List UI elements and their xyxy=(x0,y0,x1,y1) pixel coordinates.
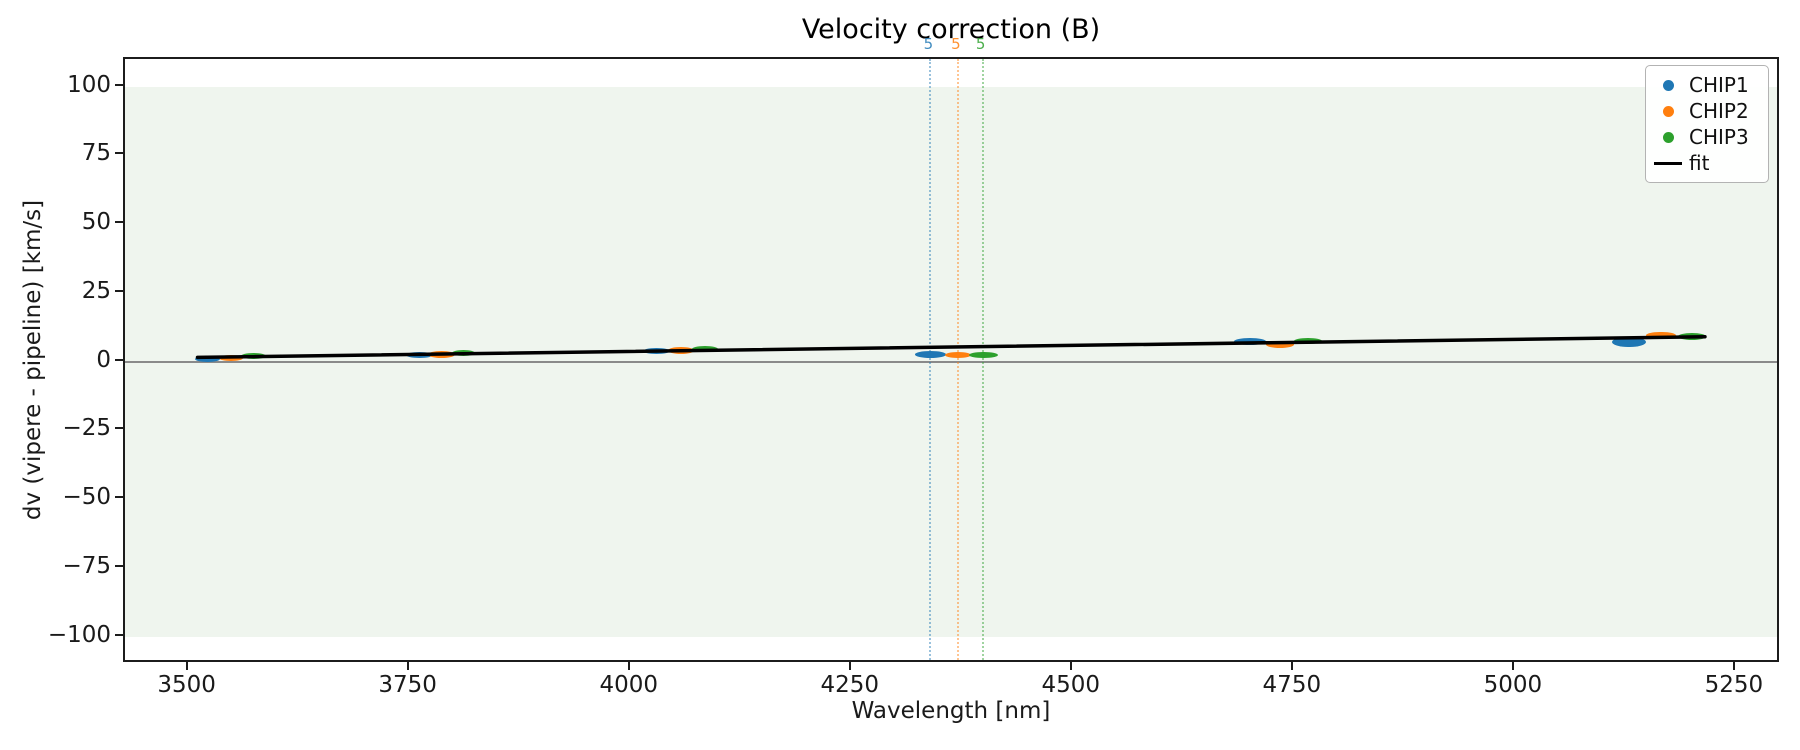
x-tick-label: 4500 xyxy=(1041,672,1101,698)
legend-marker-dot-icon xyxy=(1663,79,1674,91)
y-tick-label: −50 xyxy=(62,484,111,510)
legend: CHIP1 CHIP2 CHIP3 fit xyxy=(1645,65,1769,183)
y-tick-mark xyxy=(115,427,123,430)
zero-line xyxy=(125,360,1777,363)
x-tick-label: 4250 xyxy=(820,672,880,698)
y-tick-label: 0 xyxy=(96,346,111,373)
y-tick-mark xyxy=(115,152,123,155)
legend-entry-chip1: CHIP1 xyxy=(1654,72,1758,98)
y-tick-mark xyxy=(115,633,123,636)
plot-area xyxy=(123,57,1779,662)
x-tick-mark xyxy=(406,662,409,670)
scatter-cluster-chip2 xyxy=(944,351,972,358)
marker-vline-label-3: 5 xyxy=(975,35,986,53)
marker-vline-label-2: 5 xyxy=(951,35,961,53)
legend-marker-line-icon xyxy=(1654,161,1682,165)
x-axis-label: Wavelength [nm] xyxy=(851,698,1051,724)
x-tick-mark xyxy=(1290,662,1293,670)
x-tick-mark xyxy=(1732,662,1735,670)
x-tick-label: 5000 xyxy=(1483,672,1543,698)
y-tick-mark xyxy=(115,221,123,223)
marker-vline-3 xyxy=(981,59,984,660)
y-tick-mark xyxy=(115,358,123,361)
scatter-cluster-chip2 xyxy=(1645,331,1676,340)
marker-vline-2 xyxy=(956,59,959,660)
x-tick-mark xyxy=(848,662,851,670)
y-tick-mark xyxy=(115,564,123,567)
y-tick-mark xyxy=(115,496,123,498)
marker-vline-1 xyxy=(929,59,932,660)
legend-entry-label: CHIP2 xyxy=(1689,99,1749,123)
scatter-cluster-chip1 xyxy=(1612,337,1646,348)
x-tick-label: 4000 xyxy=(599,672,658,698)
x-tick-label: 4750 xyxy=(1262,672,1322,698)
y-tick-label: 100 xyxy=(67,71,111,98)
y-tick-label: 75 xyxy=(81,140,111,167)
y-tick-label: −25 xyxy=(62,415,111,442)
legend-entry-chip2: CHIP2 xyxy=(1654,98,1758,124)
y-tick-label: 50 xyxy=(81,209,111,235)
legend-marker-dot-icon xyxy=(1663,131,1674,143)
legend-entry-fit: fit xyxy=(1654,150,1758,176)
legend-entry-label: CHIP3 xyxy=(1689,125,1749,149)
x-tick-label: 5250 xyxy=(1704,672,1764,698)
legend-entry-label: CHIP1 xyxy=(1689,73,1749,97)
x-tick-label: 3750 xyxy=(378,672,437,698)
legend-entry-chip3: CHIP3 xyxy=(1654,124,1758,150)
x-tick-mark xyxy=(1511,662,1514,670)
scatter-cluster-chip1 xyxy=(914,351,947,359)
y-tick-mark xyxy=(115,289,123,292)
x-tick-label: 3500 xyxy=(157,672,216,698)
chart-title: Velocity correction (B) xyxy=(801,14,1101,45)
scatter-cluster-chip3 xyxy=(969,351,998,358)
y-tick-label: −100 xyxy=(47,621,111,648)
marker-vline-label-1: 5 xyxy=(923,35,934,53)
legend-entry-label: fit xyxy=(1689,151,1710,175)
x-tick-mark xyxy=(1069,662,1072,670)
x-tick-mark xyxy=(627,662,630,670)
fit-line xyxy=(195,335,1707,360)
y-tick-label: −75 xyxy=(62,552,111,579)
legend-marker-dot-icon xyxy=(1663,105,1674,117)
y-tick-label: 25 xyxy=(81,277,111,304)
x-tick-mark xyxy=(185,662,188,670)
y-tick-mark xyxy=(115,83,123,86)
